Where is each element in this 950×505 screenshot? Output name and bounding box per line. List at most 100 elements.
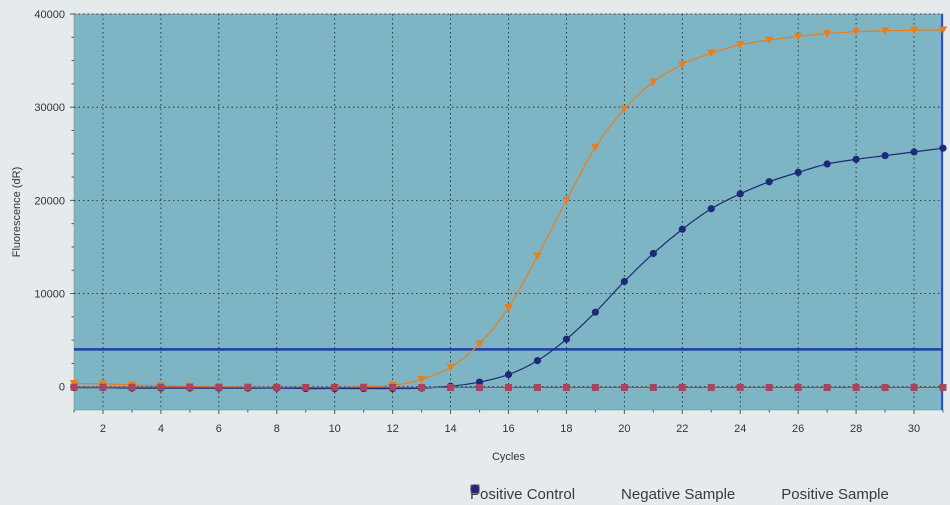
x-tick-label: 22	[676, 423, 688, 435]
data-point-negative-sample	[533, 383, 541, 391]
data-point-negative-sample	[562, 383, 570, 391]
data-point-negative-sample	[910, 383, 918, 391]
data-point-positive-control	[562, 196, 571, 205]
data-point-negative-sample	[99, 383, 107, 391]
data-point-positive-control	[591, 143, 600, 152]
data-point-positive-control	[678, 60, 687, 69]
x-tick-label: 6	[216, 423, 222, 435]
data-point-positive-control	[909, 26, 919, 35]
data-point-negative-sample	[128, 383, 136, 391]
y-tick-label: 30000	[34, 102, 65, 114]
data-point-positive-control	[475, 340, 484, 349]
data-point-positive-control	[822, 30, 832, 38]
axes: 2 4 6 8 10 12 14 16 18 20 22 24 26 28 3001000020000300…	[34, 9, 944, 435]
data-point-negative-sample	[736, 383, 744, 391]
series-negative-sample	[70, 383, 947, 391]
data-point-negative-sample	[331, 383, 339, 391]
data-point-positive-control	[765, 36, 774, 45]
data-point-negative-sample	[620, 383, 628, 391]
x-tick-label: 2	[100, 423, 106, 435]
data-point-positive-sample	[736, 190, 744, 198]
series	[69, 26, 948, 393]
data-point-negative-sample	[852, 383, 860, 391]
data-point-negative-sample	[418, 383, 426, 391]
data-point-positive-control	[620, 105, 629, 114]
data-point-negative-sample	[505, 383, 512, 391]
data-point-negative-sample	[678, 383, 686, 391]
y-tick-label: 10000	[34, 289, 65, 301]
data-point-negative-sample	[591, 383, 599, 391]
data-point-negative-sample	[215, 383, 223, 391]
legend: Positive Control Negative Sample Positiv…	[470, 484, 889, 504]
data-point-positive-sample	[707, 205, 715, 213]
legend-item-positive-sample: Positive Sample	[470, 484, 889, 503]
data-point-positive-control	[446, 363, 455, 372]
data-point-positive-sample	[475, 378, 484, 386]
data-point-positive-control	[707, 49, 716, 58]
data-point-positive-sample	[678, 225, 686, 233]
data-point-positive-sample	[823, 160, 831, 168]
data-point-positive-control	[649, 78, 658, 87]
data-point-positive-control	[736, 41, 745, 49]
data-point-positive-sample	[910, 148, 918, 156]
data-point-positive-sample	[620, 277, 628, 286]
data-point-negative-sample	[823, 383, 831, 391]
x-tick-label: 4	[158, 423, 164, 435]
x-tick-label: 26	[792, 423, 804, 435]
data-point-negative-sample	[302, 383, 310, 391]
data-point-positive-sample	[649, 249, 657, 258]
data-point-positive-control	[880, 27, 890, 35]
x-axis-title: Cycles	[492, 451, 526, 463]
grid	[74, 13, 943, 410]
data-point-positive-control	[851, 28, 861, 36]
data-point-positive-sample	[765, 178, 773, 186]
data-point-negative-sample	[360, 383, 368, 391]
x-tick-label: 28	[850, 423, 862, 435]
data-point-positive-sample	[852, 155, 860, 163]
x-tick-label: 30	[908, 423, 920, 435]
data-point-positive-control	[793, 32, 803, 41]
x-tick-label: 20	[618, 423, 630, 435]
y-tick-label: 0	[59, 382, 65, 394]
data-point-negative-sample	[157, 383, 165, 391]
legend-label: Positive Control	[470, 485, 576, 503]
y-tick-label: 20000	[34, 195, 65, 207]
x-tick-label: 16	[502, 423, 514, 435]
data-point-negative-sample	[244, 383, 252, 391]
data-point-negative-sample	[273, 383, 281, 391]
data-point-positive-sample	[881, 152, 889, 160]
x-tick-label: 10	[329, 423, 341, 435]
data-point-negative-sample	[447, 383, 455, 391]
x-tick-label: 14	[444, 423, 456, 435]
y-tick-label: 40000	[34, 9, 65, 21]
data-point-negative-sample	[765, 383, 773, 391]
data-point-positive-sample	[533, 357, 542, 365]
data-point-negative-sample	[389, 383, 397, 391]
data-point-positive-sample	[939, 144, 947, 152]
x-tick-label: 12	[387, 423, 399, 435]
data-point-positive-control	[417, 375, 426, 384]
legend-item-negative-sample: Negative Sample	[470, 484, 736, 503]
data-point-negative-sample	[649, 383, 657, 391]
data-point-positive-sample	[794, 168, 802, 176]
data-point-negative-sample	[186, 383, 194, 391]
data-point-negative-sample	[881, 383, 889, 391]
data-point-negative-sample	[794, 383, 802, 391]
legend-label: Positive Sample	[781, 485, 889, 503]
x-tick-label: 18	[560, 423, 572, 435]
data-point-positive-control	[533, 252, 542, 261]
data-point-positive-sample	[591, 308, 600, 316]
data-point-negative-sample	[707, 383, 715, 391]
data-point-negative-sample	[70, 383, 78, 391]
y-axis-title: Fluorescence (dR)	[11, 167, 23, 257]
legend-label: Negative Sample	[621, 485, 736, 503]
x-tick-label: 24	[734, 423, 746, 435]
data-point-positive-control	[504, 304, 513, 312]
legend-item-positive-control: Positive Control	[470, 484, 576, 503]
data-point-negative-sample	[476, 383, 484, 391]
data-point-positive-sample	[504, 370, 513, 379]
data-point-positive-control	[938, 26, 948, 35]
data-point-positive-sample	[562, 335, 571, 343]
